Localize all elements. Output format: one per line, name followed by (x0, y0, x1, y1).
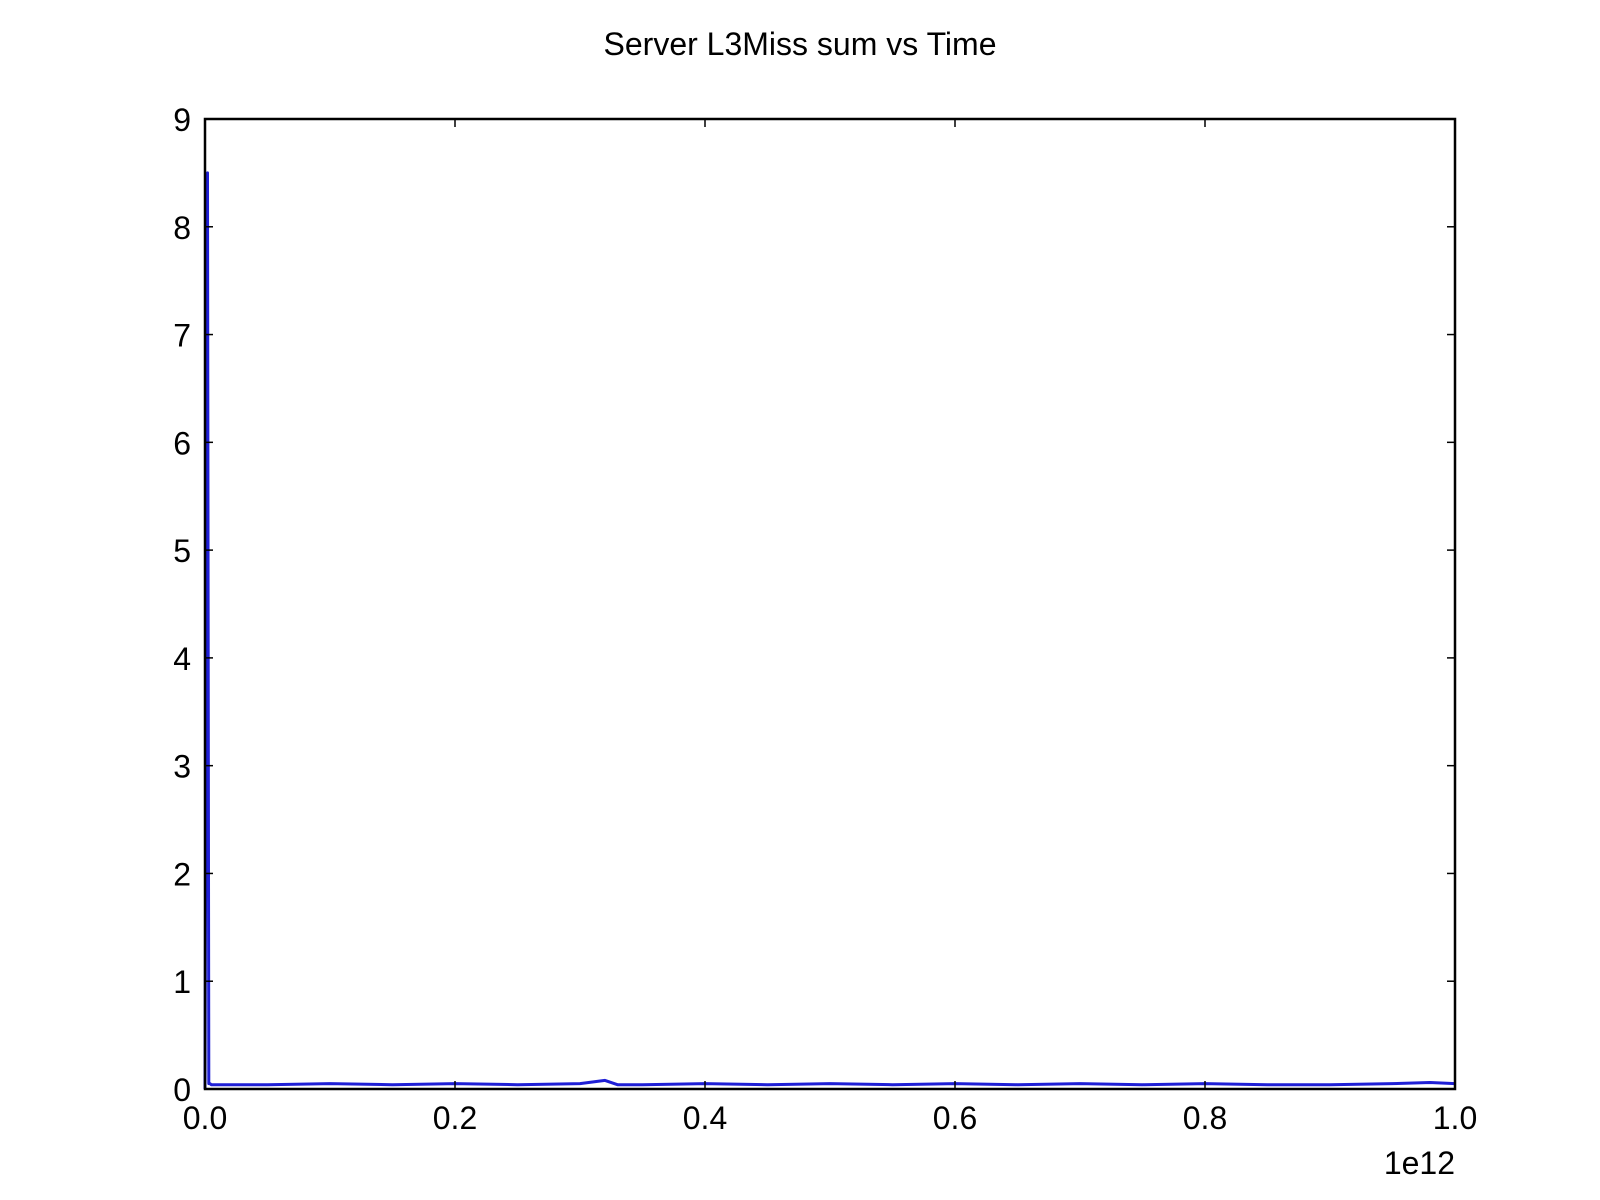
x-tick-label: 0.4 (683, 1100, 727, 1136)
y-tick-label: 8 (173, 210, 191, 246)
x-offset-label: 1e12 (1384, 1145, 1455, 1181)
series-line-0 (203, 171, 1456, 1090)
chart-title: Server L3Miss sum vs Time (603, 26, 997, 62)
y-tick-label: 7 (173, 318, 191, 354)
plot-frame (203, 117, 1457, 1091)
y-tick-label: 4 (173, 641, 191, 677)
y-tick-label: 9 (173, 102, 191, 138)
x-tick-label: 0.0 (183, 1100, 227, 1136)
x-tick-label: 0.2 (433, 1100, 477, 1136)
y-tick-label: 1 (173, 964, 191, 1000)
y-tick-label: 2 (173, 856, 191, 892)
y-tick-label: 5 (173, 533, 191, 569)
y-tick-label: 6 (173, 425, 191, 461)
y-tick-label: 3 (173, 749, 191, 785)
x-tick-label: 1.0 (1433, 1100, 1477, 1136)
x-tick-label: 0.6 (933, 1100, 977, 1136)
x-tick-label: 0.8 (1183, 1100, 1227, 1136)
y-tick-label: 0 (173, 1072, 191, 1108)
